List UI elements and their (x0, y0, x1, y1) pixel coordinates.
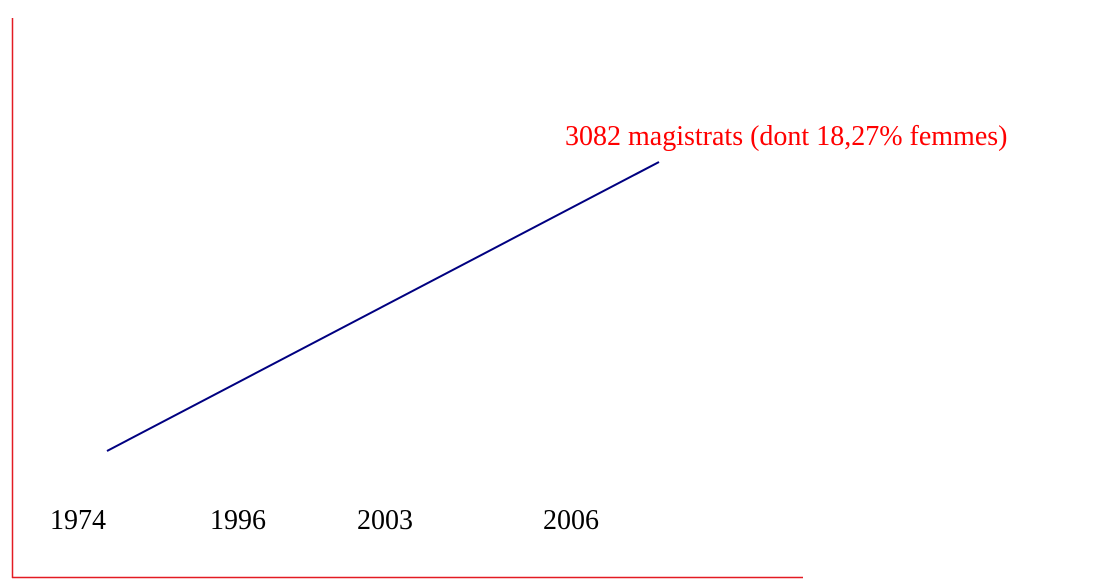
growth-line (106, 161, 660, 452)
year-label: 2003 (357, 505, 413, 536)
year-label: 1996 (210, 505, 266, 536)
year-label: 2006 (543, 505, 599, 536)
annotation: 3082 magistrats (dont 18,27% femmes) (565, 121, 1007, 152)
year-label: 1974 (50, 505, 106, 536)
